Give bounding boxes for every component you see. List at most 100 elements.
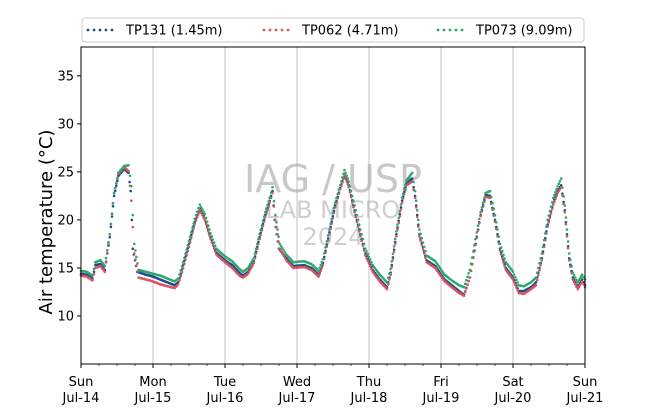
series-2-point [321,258,325,261]
series-1-point [278,247,282,250]
series-1-point [582,283,585,286]
series-2-point [255,242,259,246]
series-1-point [252,261,256,265]
series-1-point [580,280,584,283]
series-0-point [326,237,330,240]
series-2-point [210,235,214,238]
series-2-point [390,260,394,263]
x-tick-date-0: Jul-14 [62,391,100,406]
series-2-point [401,192,405,195]
series-2-point [211,238,215,241]
series-2-point [395,230,398,233]
series-2-point [109,222,113,226]
series-2-point [515,278,518,282]
series-0-point [545,230,548,233]
series-2-point [364,247,367,250]
series-1-point [415,215,419,219]
series-2-point [368,258,372,261]
series-0-point [128,180,131,184]
series-2-point [269,191,273,194]
series-2-point [317,269,320,273]
series-1-point [392,250,396,253]
series-2-point [561,186,564,189]
series-2-point [196,210,199,213]
series-2-point [185,248,188,251]
x-tick-day-2: Tue [213,375,236,390]
series-1-point [421,247,425,251]
series-2-point [351,194,354,198]
series-2-point [565,228,569,231]
series-2-point [104,256,108,260]
series-2-point [492,207,496,211]
series-1-point [552,203,555,206]
series-2-point [493,213,497,217]
series-0-point [129,189,132,193]
series-1-point [514,283,517,287]
series-1-point [131,225,135,229]
series-1-point [575,285,578,289]
x-tick-date-7: Jul-21 [566,391,604,406]
series-2-point [549,205,553,208]
series-0-point [496,233,499,236]
series-1-point [553,200,556,203]
series-1-point [133,252,136,255]
series-1-point [213,250,217,253]
series-0-point [503,262,506,266]
series-2-point [564,216,568,219]
series-2-point [127,163,130,167]
series-2-point [330,217,334,221]
series-0-point [410,177,414,180]
series-1-point [574,283,577,286]
series-2-point [393,237,397,241]
watermark-line-2: LAB MICRO [266,196,401,224]
series-2-point [209,232,212,235]
series-1-point [422,252,426,255]
series-2-point [418,228,421,231]
series-1-point [554,197,557,201]
series-2-point [413,189,417,193]
series-1-point [343,174,346,177]
series-2-point [331,212,335,215]
series-2-point [357,223,361,226]
x-tick-day-7: Sun [573,375,598,390]
series-0-point [566,245,570,248]
series-1-point [413,196,417,200]
series-2-point [110,212,114,215]
legend-marker-0 [104,28,108,32]
series-0-point [92,270,96,274]
x-tick-date-6: Jul-20 [494,391,532,406]
series-1-point [204,222,208,226]
series-2-point [107,240,110,244]
series-1-point [198,209,202,212]
series-0-point [413,194,417,198]
series-0-point [257,240,260,244]
series-1-point [366,259,370,263]
series-1-point [205,226,209,229]
series-0-point [127,171,130,175]
y-tick-label-35: 35 [57,69,74,84]
x-tick-date-5: Jul-19 [422,391,460,406]
series-1-point [558,187,562,191]
series-1-point [465,287,468,290]
series-0-point [395,233,398,236]
series-2-point [481,201,485,204]
series-1-point [535,278,539,282]
series-0-point [542,243,546,247]
y-tick-label-30: 30 [57,117,74,132]
series-2-point [555,187,558,191]
series-1-point [274,218,277,222]
series-2-point [265,207,268,210]
series-1-point [579,282,583,285]
series-2-point [203,212,207,216]
series-2-point [193,217,197,221]
series-1-point [361,244,365,248]
series-0-point [393,240,397,244]
series-2-point [403,187,406,191]
series-0-point [331,215,335,218]
series-1-point [106,251,109,255]
series-1-point [549,212,553,215]
series-2-point [328,228,331,231]
series-2-point [192,222,195,225]
x-tick-day-1: Mon [139,375,166,390]
series-0-point [131,247,135,250]
